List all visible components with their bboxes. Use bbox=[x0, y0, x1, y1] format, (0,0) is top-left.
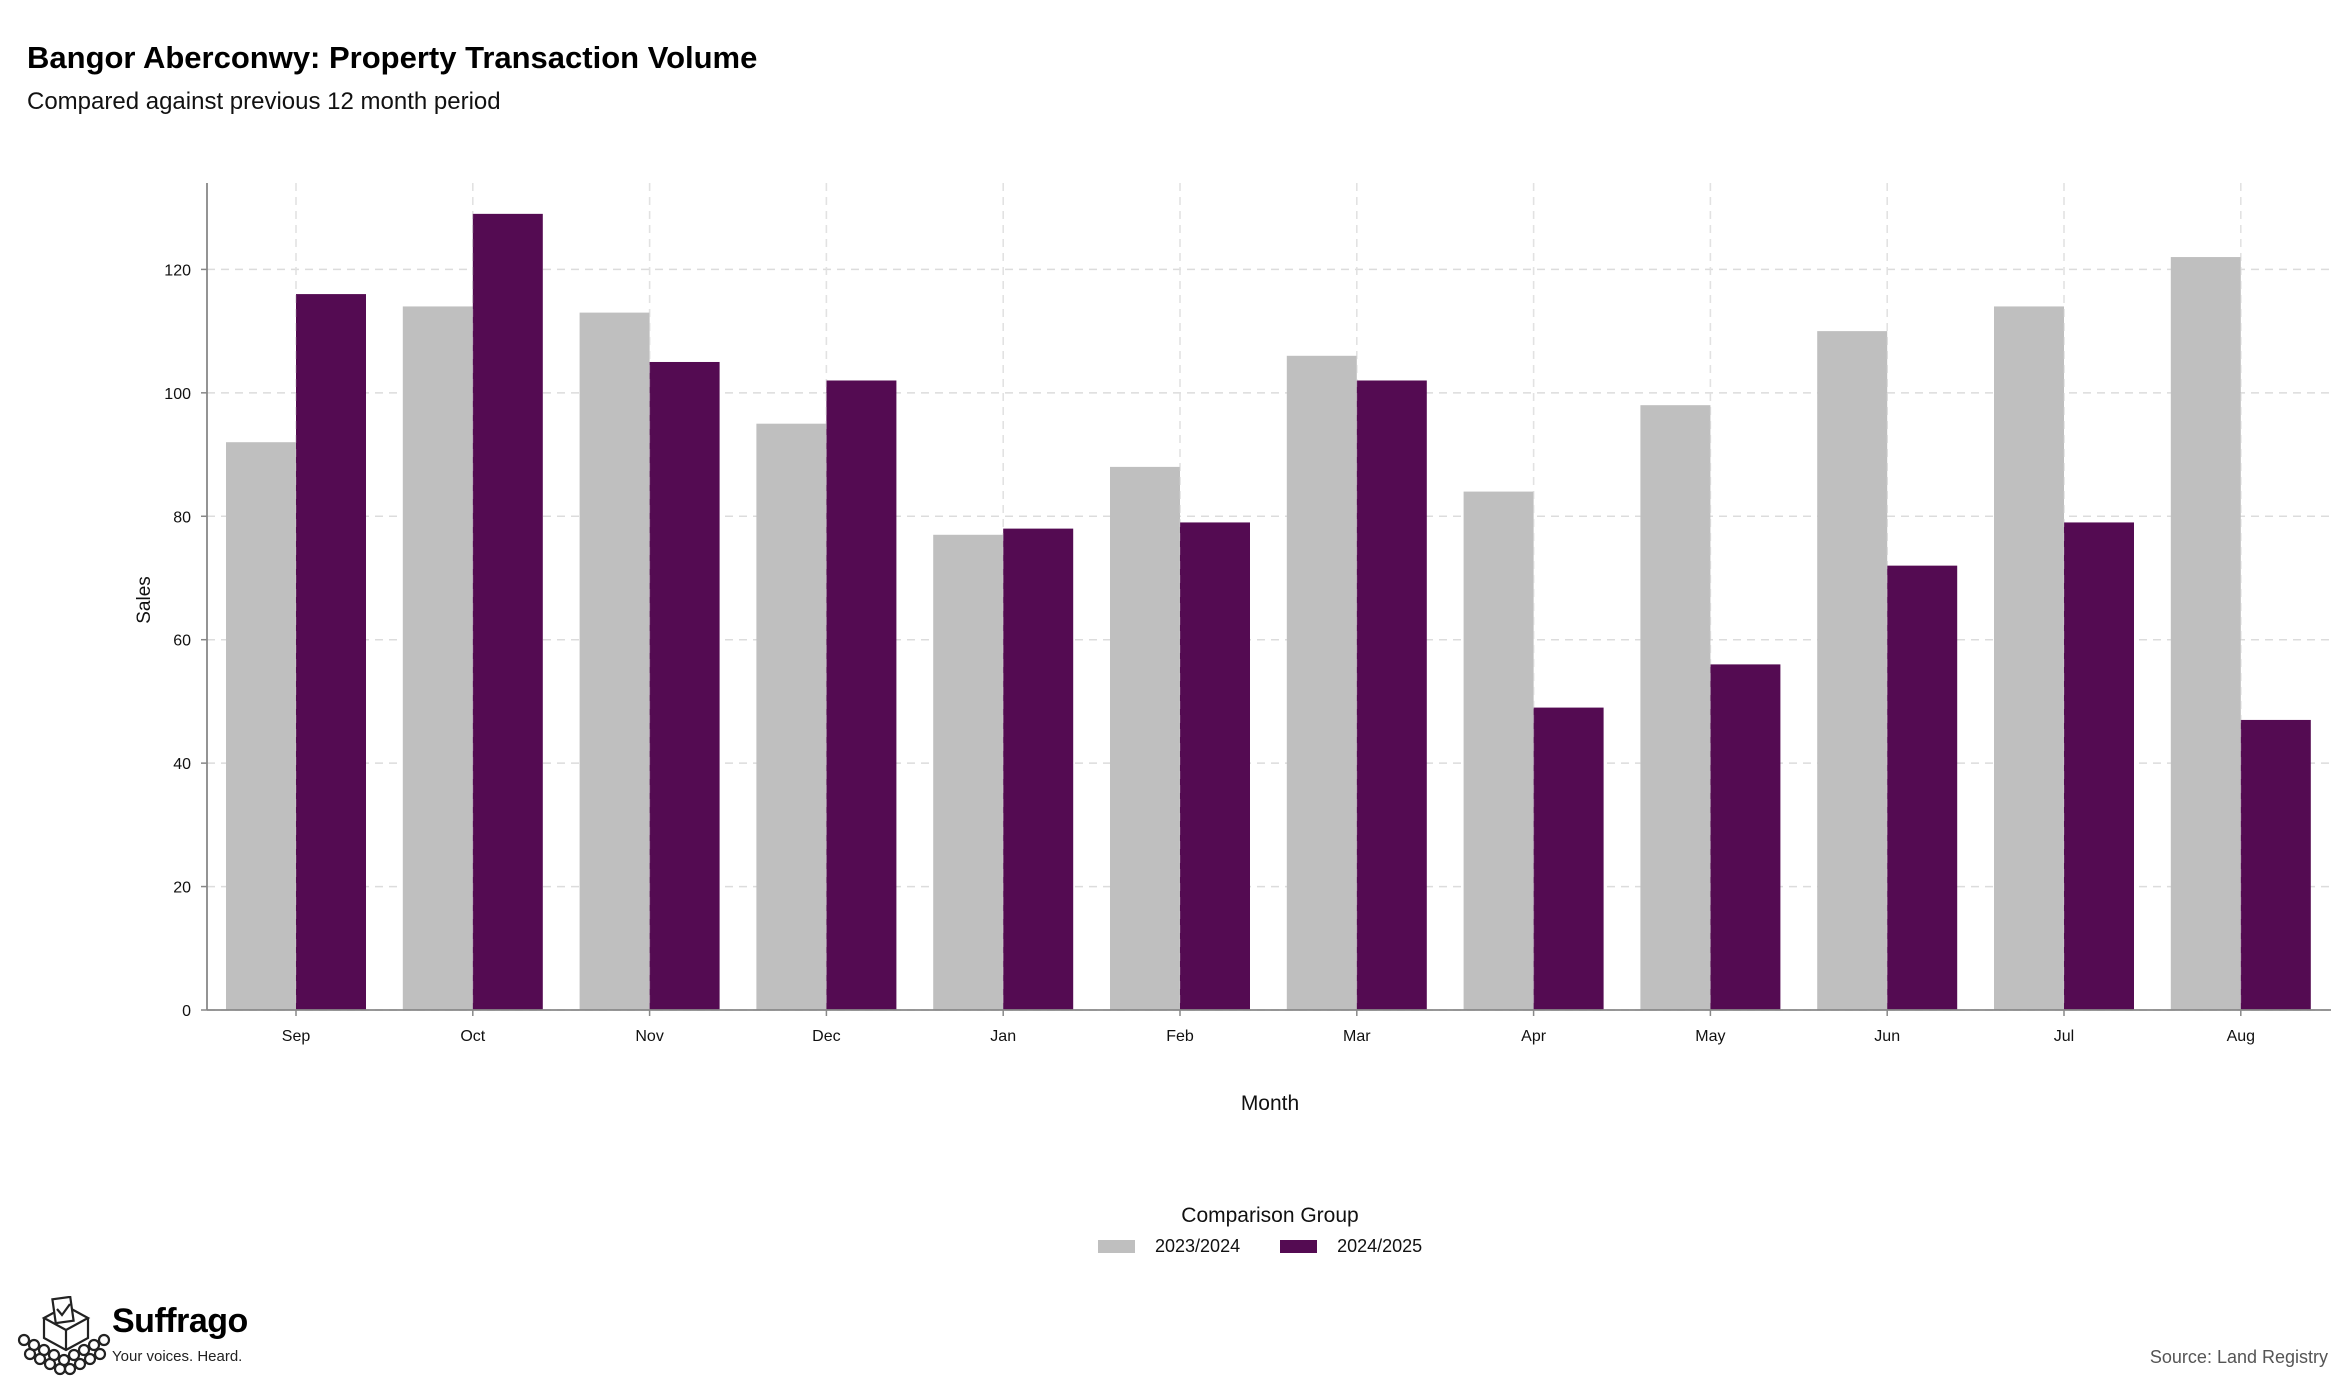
ballot-box-crowd-icon bbox=[17, 1296, 111, 1376]
bar-previous-may bbox=[1640, 405, 1711, 1011]
legend-label: 2023/2024 bbox=[1155, 1236, 1241, 1256]
brand-name: Suffrago bbox=[112, 1302, 248, 1340]
bar-current-oct bbox=[472, 213, 543, 1010]
bar-current-jun bbox=[1887, 565, 1958, 1010]
y-tick-label: 20 bbox=[173, 880, 191, 897]
bar-previous-jan bbox=[933, 534, 1004, 1010]
legend: 2023/2024 2024/2025 bbox=[1098, 1236, 1462, 1257]
bar-previous-feb bbox=[1110, 466, 1180, 1010]
x-axis-label: Month bbox=[1241, 1092, 1299, 1115]
legend-label: 2024/2025 bbox=[1337, 1236, 1423, 1256]
x-tick-label: Aug bbox=[2227, 1028, 2255, 1045]
bar-previous-apr bbox=[1463, 491, 1534, 1010]
x-tick-label: Jan bbox=[990, 1028, 1016, 1045]
brand-tagline: Your voices. Heard. bbox=[112, 1348, 243, 1365]
legend-swatch bbox=[1098, 1240, 1135, 1253]
x-tick-label: Sep bbox=[282, 1028, 311, 1045]
bar-previous-oct bbox=[402, 306, 473, 1010]
x-tick-label: Oct bbox=[460, 1028, 485, 1045]
bar-current-sep bbox=[296, 294, 366, 1010]
bar-current-dec bbox=[826, 380, 897, 1010]
axes: 0 20 40 60 80 100 120 Sep Oct Nov Dec Jan Feb Mar Apr M… bbox=[164, 183, 2331, 1045]
bar-previous-jul bbox=[1994, 306, 2064, 1010]
bar-previous-nov bbox=[579, 312, 650, 1010]
bar-current-aug bbox=[2240, 719, 2311, 1010]
y-tick-label: 40 bbox=[173, 756, 191, 773]
x-tick-label: Feb bbox=[1166, 1028, 1194, 1045]
bar-current-jan bbox=[1003, 528, 1074, 1010]
y-tick-label: 80 bbox=[173, 509, 191, 526]
x-tick-label: Mar bbox=[1343, 1028, 1371, 1045]
bar-chart: 0 20 40 60 80 100 120 Sep Oct Nov Dec Jan Feb Mar Apr M… bbox=[134, 183, 2331, 1115]
legend-title: Comparison Group bbox=[1181, 1204, 1359, 1227]
bar-current-nov bbox=[649, 361, 720, 1010]
legend-item-2024-2025: 2024/2025 bbox=[1280, 1236, 1422, 1257]
y-tick-label: 100 bbox=[164, 386, 191, 403]
bar-previous-dec bbox=[756, 423, 827, 1010]
bar-current-jul bbox=[2064, 522, 2134, 1010]
x-tick-label: Jun bbox=[1874, 1028, 1900, 1045]
y-tick-label: 120 bbox=[164, 262, 191, 279]
bar-previous-mar bbox=[1286, 355, 1357, 1010]
bar-current-feb bbox=[1180, 522, 1250, 1010]
y-tick-label: 60 bbox=[173, 633, 191, 650]
x-tick-label: May bbox=[1695, 1028, 1725, 1045]
bar-current-mar bbox=[1356, 380, 1427, 1010]
x-tick-label: Nov bbox=[635, 1028, 663, 1045]
x-tick-label: Apr bbox=[1521, 1028, 1547, 1045]
x-tick-label: Dec bbox=[812, 1028, 840, 1045]
chart-title: Bangor Aberconwy: Property Transaction V… bbox=[27, 40, 758, 75]
legend-swatch bbox=[1280, 1240, 1318, 1253]
bar-previous-jun bbox=[1817, 331, 1888, 1011]
y-axis-label: Sales bbox=[134, 576, 155, 624]
bar-previous-sep bbox=[226, 442, 296, 1010]
bar-current-apr bbox=[1533, 707, 1604, 1010]
bars bbox=[226, 183, 2311, 1011]
bar-previous-aug bbox=[2170, 257, 2241, 1010]
bar-current-may bbox=[1710, 664, 1781, 1010]
x-tick-label: Jul bbox=[2054, 1028, 2074, 1045]
y-tick-label: 0 bbox=[182, 1003, 191, 1020]
source-note: Source: Land Registry bbox=[2149, 1347, 2328, 1367]
legend-item-2023-2024: 2023/2024 bbox=[1098, 1236, 1240, 1257]
chart-subtitle: Compared against previous 12 month perio… bbox=[27, 88, 501, 115]
